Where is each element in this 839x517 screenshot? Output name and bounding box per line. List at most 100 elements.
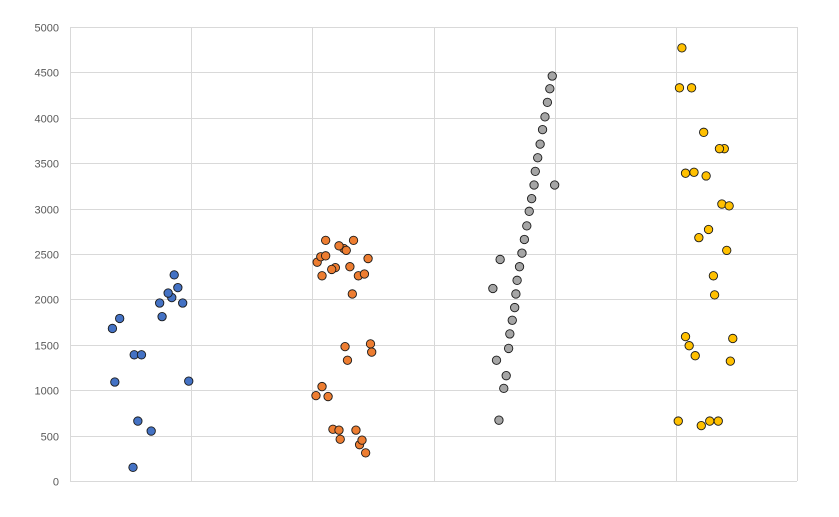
- data-point-series-1: [133, 416, 143, 426]
- data-point-series-4: [705, 416, 715, 426]
- data-point-series-4: [686, 83, 697, 93]
- y-tick-label: 5000: [35, 23, 59, 35]
- data-points: [107, 43, 738, 473]
- data-point-series-2: [317, 381, 327, 392]
- y-tick-label: 500: [41, 432, 59, 444]
- data-point-series-2: [348, 235, 359, 246]
- data-point-series-3: [524, 206, 534, 216]
- data-point-series-3: [533, 153, 543, 163]
- data-point-series-3: [517, 248, 527, 258]
- data-point-series-1: [169, 270, 179, 280]
- data-point-series-2: [341, 245, 351, 256]
- y-axis-tick-labels: 0 500 1000 1500 2000 2500 3000 3500 4000 4500 5000: [35, 23, 59, 489]
- data-point-series-1: [136, 350, 147, 360]
- data-point-series-2: [357, 435, 367, 445]
- data-point-series-3: [522, 221, 532, 231]
- data-point-series-1: [157, 312, 167, 322]
- data-point-series-3: [488, 283, 498, 294]
- data-point-series-1: [155, 298, 165, 308]
- data-point-series-3: [542, 97, 553, 108]
- grid-lines: [70, 27, 798, 481]
- data-point-series-4: [680, 331, 691, 342]
- data-point-series-4: [689, 167, 699, 177]
- data-point-series-4: [690, 351, 700, 361]
- data-point-series-3: [537, 124, 548, 135]
- data-point-series-4: [713, 416, 723, 426]
- data-point-series-3: [495, 254, 505, 265]
- data-point-series-2: [317, 271, 327, 281]
- data-point-series-3: [547, 71, 557, 81]
- data-point-series-3: [503, 343, 514, 354]
- y-tick-label: 2000: [35, 295, 59, 307]
- data-point-series-2: [367, 347, 377, 357]
- data-point-series-2: [365, 339, 376, 349]
- data-point-series-4: [677, 43, 687, 53]
- data-point-series-2: [342, 355, 353, 365]
- data-point-series-2: [334, 425, 344, 435]
- data-point-series-4: [696, 420, 706, 431]
- y-tick-label: 3500: [35, 159, 59, 171]
- y-tick-label: 1500: [35, 341, 59, 353]
- data-point-series-4: [714, 144, 725, 154]
- data-point-series-2: [351, 425, 361, 435]
- data-point-series-2: [359, 269, 370, 279]
- data-point-series-3: [511, 289, 521, 299]
- data-point-series-1: [163, 288, 173, 298]
- data-point-series-4: [725, 356, 736, 366]
- data-point-series-3: [519, 234, 530, 245]
- data-point-series-4: [694, 233, 704, 243]
- data-point-series-1: [115, 313, 125, 324]
- data-point-series-4: [708, 271, 719, 281]
- data-point-series-2: [347, 289, 357, 299]
- data-point-series-1: [184, 376, 194, 386]
- data-point-series-2: [321, 251, 331, 261]
- y-tick-label: 4000: [35, 114, 59, 126]
- data-point-series-3: [507, 315, 517, 325]
- data-point-series-3: [494, 415, 504, 425]
- data-point-series-4: [674, 83, 685, 93]
- y-tick-label: 0: [53, 477, 59, 489]
- data-point-series-2: [360, 448, 371, 458]
- y-tick-label: 2500: [35, 250, 59, 262]
- data-point-series-2: [363, 253, 373, 264]
- data-point-series-3: [526, 193, 537, 204]
- data-point-series-1: [128, 462, 138, 473]
- data-point-series-2: [323, 391, 333, 402]
- data-point-series-3: [510, 302, 520, 313]
- data-point-series-4: [722, 245, 732, 256]
- data-point-series-2: [335, 434, 345, 444]
- y-tick-label: 4500: [35, 68, 59, 80]
- y-tick-label: 3000: [35, 205, 59, 217]
- data-point-series-2: [345, 262, 355, 272]
- y-tick-label: 1000: [35, 386, 59, 398]
- data-point-series-4: [701, 171, 711, 181]
- data-point-series-1: [107, 323, 118, 334]
- data-point-series-4: [709, 290, 720, 300]
- data-point-series-4: [699, 127, 709, 137]
- data-point-series-4: [684, 341, 694, 351]
- data-point-series-1: [146, 426, 156, 436]
- data-point-series-3: [512, 275, 522, 285]
- data-point-series-3: [514, 262, 525, 272]
- data-point-series-2: [340, 341, 350, 352]
- data-point-series-2: [321, 235, 331, 246]
- data-point-series-3: [550, 180, 560, 190]
- data-point-series-2: [327, 264, 337, 275]
- data-point-series-4: [703, 224, 714, 235]
- data-point-series-4: [728, 333, 738, 344]
- data-point-series-4: [673, 416, 683, 426]
- data-point-series-1: [173, 282, 183, 293]
- data-point-series-1: [110, 377, 120, 387]
- data-point-series-2: [334, 241, 344, 251]
- axes: [70, 27, 797, 482]
- data-point-series-3: [540, 112, 550, 122]
- data-point-series-3: [501, 371, 511, 381]
- data-point-series-3: [491, 355, 502, 365]
- data-point-series-3: [505, 329, 515, 339]
- data-point-series-3: [535, 139, 545, 149]
- data-point-series-3: [529, 180, 539, 190]
- data-point-series-3: [530, 166, 540, 177]
- data-point-series-3: [499, 383, 509, 394]
- data-point-series-4: [680, 168, 691, 178]
